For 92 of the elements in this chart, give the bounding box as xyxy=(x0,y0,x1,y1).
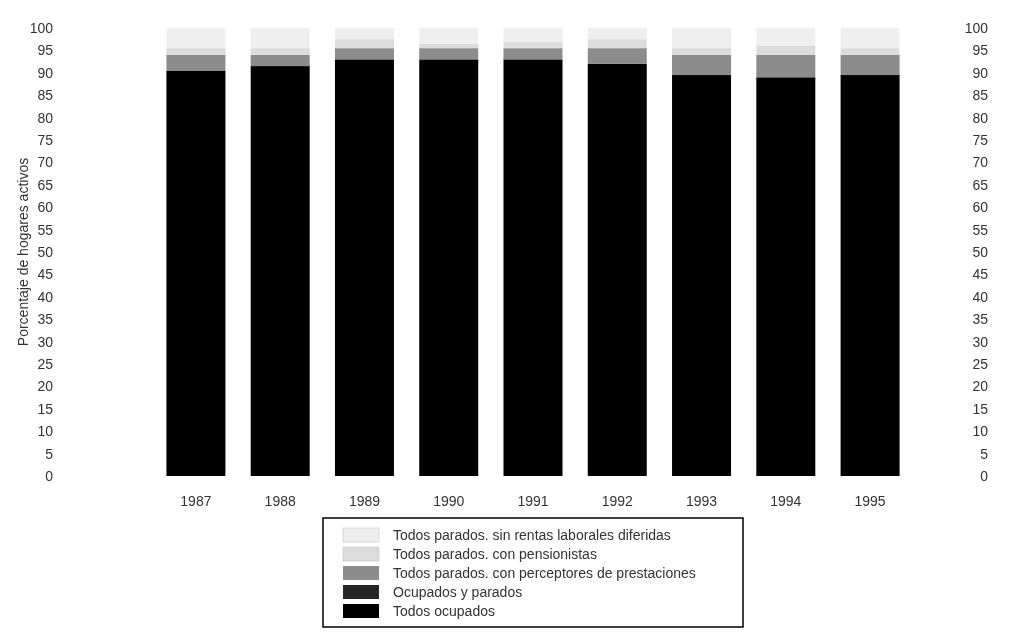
legend-label: Ocupados y parados xyxy=(393,584,523,600)
x-tick-label: 1988 xyxy=(264,493,296,509)
y2-tick-label: 45 xyxy=(972,266,989,283)
y-tick-label: 65 xyxy=(37,176,54,193)
y-axis-title: Porcentaje de hogares activos xyxy=(15,157,31,347)
bar xyxy=(756,45,816,55)
x-tick-label: 1989 xyxy=(348,493,381,509)
y-tick-label: 60 xyxy=(37,199,54,216)
y2-tick-label: 30 xyxy=(972,333,989,350)
y-tick-label: 80 xyxy=(37,109,54,126)
y2-tick-label: 90 xyxy=(972,64,989,81)
legend-label: Todos parados. con pensionistas xyxy=(393,546,597,562)
y2-tick-label: 70 xyxy=(972,154,989,171)
y-tick-label: 75 xyxy=(37,131,54,148)
y-tick-label: 70 xyxy=(37,154,54,171)
y-tick-label: 90 xyxy=(37,64,54,81)
bar xyxy=(334,48,394,60)
bar xyxy=(419,48,479,60)
x-tick-label: 1991 xyxy=(517,493,549,509)
y-tick-label: 25 xyxy=(37,355,54,372)
bar xyxy=(419,28,479,44)
y2-tick-label: 5 xyxy=(980,445,989,462)
bar xyxy=(587,63,647,476)
bar xyxy=(334,59,394,476)
bar xyxy=(840,28,900,49)
bar xyxy=(166,54,226,71)
y2-tick-label: 10 xyxy=(972,423,989,440)
y-tick-label: 85 xyxy=(37,87,54,104)
legend-label: Todos ocupados xyxy=(393,603,495,619)
bar xyxy=(250,66,310,476)
x-tick-label: 1995 xyxy=(854,493,886,509)
bar xyxy=(672,28,732,49)
bar xyxy=(756,77,816,476)
bar xyxy=(756,54,816,78)
bar xyxy=(250,28,310,49)
bar xyxy=(587,48,647,64)
bar xyxy=(503,48,563,60)
bar xyxy=(250,48,310,55)
y2-tick-label: 75 xyxy=(972,131,989,148)
y-tick-label: 5 xyxy=(45,445,54,462)
y-tick-label: 95 xyxy=(37,42,54,59)
y2-tick-label: 20 xyxy=(972,378,989,395)
bar xyxy=(503,28,563,42)
legend-label: Todos parados. con perceptores de prestaciones xyxy=(393,565,696,581)
y-tick-label: 20 xyxy=(37,378,54,395)
bar xyxy=(166,28,226,49)
y2-tick-label: 95 xyxy=(972,42,989,59)
bar xyxy=(419,59,479,476)
bar xyxy=(840,48,900,55)
bar xyxy=(587,39,647,49)
y2-tick-label: 65 xyxy=(972,176,989,193)
x-tick-label: 1994 xyxy=(770,493,802,509)
y-tick-label: 40 xyxy=(37,288,54,305)
y2-tick-label: 35 xyxy=(972,311,989,328)
bar xyxy=(250,54,310,67)
bar xyxy=(503,41,563,49)
bar xyxy=(672,54,732,76)
x-tick-label: 1992 xyxy=(601,493,634,509)
y2-tick-label: 80 xyxy=(972,109,989,126)
bar xyxy=(503,59,563,476)
y-tick-label: 30 xyxy=(37,333,54,350)
bar xyxy=(334,28,394,40)
bar xyxy=(672,75,732,476)
legend-label: Todos parados. sin rentas laborales diferidas xyxy=(393,527,671,543)
bar xyxy=(840,75,900,476)
bar xyxy=(166,48,226,55)
x-tick-label: 1987 xyxy=(180,493,212,509)
y2-tick-label: 15 xyxy=(972,400,989,417)
y-tick-label: 100 xyxy=(29,19,54,36)
y2-tick-label: 25 xyxy=(972,355,989,372)
bar xyxy=(334,39,394,49)
x-tick-label: 1990 xyxy=(433,493,465,509)
y-tick-label: 15 xyxy=(37,400,54,417)
y2-tick-label: 60 xyxy=(972,199,989,216)
y2-tick-label: 85 xyxy=(972,87,989,104)
y-tick-label: 55 xyxy=(37,221,54,238)
bar xyxy=(166,70,226,476)
y2-tick-label: 0 xyxy=(980,467,989,484)
y-tick-label: 10 xyxy=(37,423,54,440)
y2-tick-label: 100 xyxy=(964,19,989,36)
bar xyxy=(672,48,732,55)
y-tick-label: 50 xyxy=(37,243,54,260)
bar xyxy=(587,28,647,40)
y-tick-label: 35 xyxy=(37,311,54,328)
y-tick-label: 0 xyxy=(45,467,54,484)
y2-tick-label: 55 xyxy=(972,221,989,238)
y2-tick-label: 40 xyxy=(972,288,989,305)
y2-tick-label: 50 xyxy=(972,243,989,260)
x-tick-label: 1993 xyxy=(685,493,718,509)
y-tick-label: 45 xyxy=(37,266,54,283)
bar xyxy=(756,28,816,46)
bar xyxy=(840,54,900,76)
